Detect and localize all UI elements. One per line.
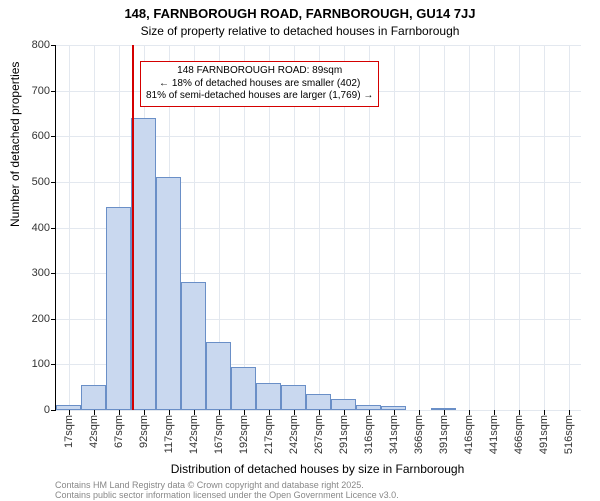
histogram-bar [81, 385, 106, 410]
xtick-label: 366sqm [413, 415, 425, 454]
gridline-v [94, 45, 95, 410]
gridline-v [444, 45, 445, 410]
histogram-bar [106, 207, 131, 410]
gridline-v [69, 45, 70, 410]
histogram-bar [231, 367, 256, 410]
gridline-v [419, 45, 420, 410]
histogram-bar [206, 342, 231, 410]
xtick-label: 17sqm [63, 415, 75, 448]
ytick-mark [51, 45, 56, 46]
ytick-mark [51, 136, 56, 137]
xtick-label: 491sqm [538, 415, 550, 454]
ytick-label: 300 [10, 267, 50, 279]
xtick-label: 242sqm [288, 415, 300, 454]
xtick-label: 192sqm [238, 415, 250, 454]
plot-area: 17sqm42sqm67sqm92sqm117sqm142sqm167sqm19… [55, 45, 581, 411]
gridline-v [544, 45, 545, 410]
annotation-box: 148 FARNBOROUGH ROAD: 89sqm← 18% of deta… [140, 61, 379, 107]
histogram-bar [356, 405, 381, 410]
xtick-label: 391sqm [438, 415, 450, 454]
ytick-mark [51, 182, 56, 183]
xtick-label: 441sqm [488, 415, 500, 454]
ytick-mark [51, 228, 56, 229]
xtick-label: 42sqm [88, 415, 100, 448]
chart-container: 148, FARNBOROUGH ROAD, FARNBOROUGH, GU14… [0, 0, 600, 500]
histogram-bar [306, 394, 331, 410]
ytick-label: 200 [10, 313, 50, 325]
ytick-mark [51, 273, 56, 274]
chart-title-main: 148, FARNBOROUGH ROAD, FARNBOROUGH, GU14… [0, 6, 600, 21]
ytick-label: 500 [10, 176, 50, 188]
xtick-label: 416sqm [463, 415, 475, 454]
gridline-v [469, 45, 470, 410]
gridline-v [569, 45, 570, 410]
histogram-bar [331, 399, 356, 410]
xtick-label: 217sqm [263, 415, 275, 454]
gridline-v [519, 45, 520, 410]
xtick-label: 267sqm [313, 415, 325, 454]
annotation-line: 148 FARNBOROUGH ROAD: 89sqm [146, 65, 373, 78]
property-marker-line [132, 45, 134, 410]
ytick-label: 700 [10, 85, 50, 97]
xtick-label: 142sqm [188, 415, 200, 454]
xtick-label: 341sqm [388, 415, 400, 454]
ytick-mark [51, 91, 56, 92]
gridline-v [394, 45, 395, 410]
attribution: Contains HM Land Registry data © Crown c… [55, 480, 399, 501]
ytick-label: 0 [10, 404, 50, 416]
ytick-label: 100 [10, 358, 50, 370]
annotation-line: ← 18% of detached houses are smaller (40… [146, 78, 373, 91]
xtick-label: 67sqm [113, 415, 125, 448]
chart-title-sub: Size of property relative to detached ho… [0, 24, 600, 38]
xtick-label: 466sqm [513, 415, 525, 454]
annotation-line: 81% of semi-detached houses are larger (… [146, 90, 373, 103]
ytick-mark [51, 364, 56, 365]
xtick-label: 291sqm [338, 415, 350, 454]
histogram-bar [56, 405, 81, 410]
xtick-label: 117sqm [163, 415, 175, 453]
gridline-v [494, 45, 495, 410]
xtick-label: 316sqm [363, 415, 375, 454]
x-axis-title: Distribution of detached houses by size … [55, 462, 580, 476]
histogram-bar [381, 406, 406, 410]
histogram-bar [181, 282, 206, 410]
attribution-line1: Contains HM Land Registry data © Crown c… [55, 480, 399, 490]
ytick-label: 800 [10, 39, 50, 51]
histogram-bar [156, 177, 181, 410]
ytick-label: 400 [10, 222, 50, 234]
histogram-bar [281, 385, 306, 410]
histogram-bar [131, 118, 156, 410]
ytick-label: 600 [10, 130, 50, 142]
xtick-label: 516sqm [563, 415, 575, 454]
ytick-mark [51, 410, 56, 411]
attribution-line2: Contains public sector information licen… [55, 490, 399, 500]
xtick-label: 92sqm [138, 415, 150, 448]
histogram-bar [431, 408, 456, 410]
xtick-label: 167sqm [213, 415, 225, 454]
histogram-bar [256, 383, 281, 410]
ytick-mark [51, 319, 56, 320]
